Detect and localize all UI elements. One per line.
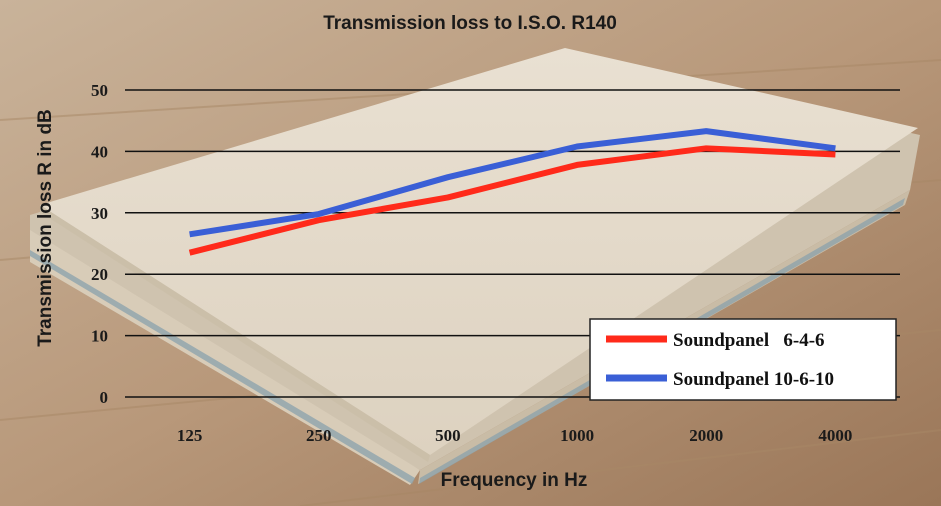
legend-label-2: Soundpanel 10-6-10 [673, 369, 834, 390]
x-tick-label: 4000 [818, 426, 852, 445]
x-tick-label: 125 [177, 426, 203, 445]
y-axis-ticks: 0 10 20 30 40 50 [91, 81, 108, 407]
y-tick-label: 0 [100, 388, 109, 407]
x-tick-label: 500 [435, 426, 461, 445]
y-tick-label: 20 [91, 265, 108, 284]
legend: Soundpanel 6-4-6 Soundpanel 10-6-10 [589, 318, 897, 401]
series-line-1 [188, 145, 836, 256]
y-tick-label: 30 [91, 204, 108, 223]
y-tick-label: 50 [91, 81, 108, 100]
series-lines [188, 128, 836, 256]
chart-title: Transmission loss to I.S.O. R140 [323, 13, 617, 34]
x-tick-label: 1000 [560, 426, 594, 445]
legend-box [589, 318, 897, 401]
x-tick-label: 2000 [689, 426, 723, 445]
y-tick-label: 40 [91, 142, 108, 161]
y-axis-label: Transmission loss R in dB [35, 109, 56, 347]
series-line-2 [189, 128, 836, 238]
x-tick-label: 250 [306, 426, 332, 445]
x-axis-label: Frequency in Hz [441, 470, 588, 491]
legend-label-1: Soundpanel 6-4-6 [673, 330, 825, 351]
x-axis-ticks: 125 250 500 1000 2000 4000 [177, 426, 853, 445]
y-tick-label: 10 [91, 327, 108, 346]
